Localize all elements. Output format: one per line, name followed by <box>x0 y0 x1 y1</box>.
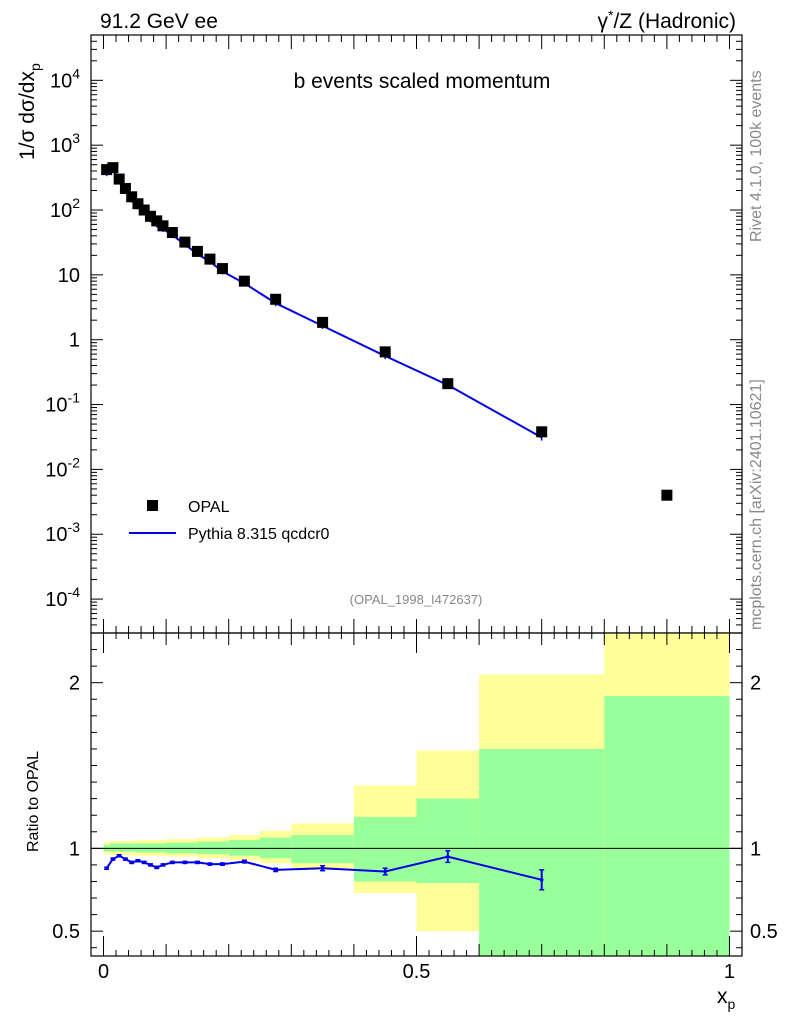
ratio-y-tick-label-right: 0.5 <box>750 921 778 943</box>
data-point <box>132 198 144 210</box>
ratio-y-tick-label-left: 1 <box>69 838 80 860</box>
main-y-tick-label: 102 <box>50 195 80 222</box>
data-point <box>238 275 250 287</box>
x-tick-label: 0.5 <box>403 961 431 983</box>
main-y-tick-label: 103 <box>50 130 80 157</box>
data-point <box>166 227 178 239</box>
ratio-ylabel: Ratio to OPAL <box>25 751 42 852</box>
data-point <box>216 263 228 275</box>
ratio-point <box>220 862 225 866</box>
main-y-tick-label: 10-3 <box>45 519 80 546</box>
ratio-point <box>136 858 140 863</box>
ratio-point <box>104 866 109 871</box>
ratio-point <box>383 869 388 874</box>
legend-label-opal: OPAL <box>188 499 230 516</box>
inner-band <box>604 695 730 956</box>
x-axis-label: xp <box>717 985 736 1012</box>
ratio-point <box>183 860 187 865</box>
data-point <box>317 316 329 328</box>
data-point <box>107 162 119 174</box>
x-tick-label: 0 <box>98 961 109 983</box>
data-point <box>119 182 131 194</box>
main-y-tick-label: 10-2 <box>45 454 80 481</box>
ratio-point <box>445 854 450 859</box>
ratio-point <box>129 860 134 865</box>
ratio-point <box>123 857 128 861</box>
data-point <box>157 220 169 232</box>
analysis-id: (OPAL_1998_I472637) <box>350 592 483 607</box>
ratio-y-tick-label-left: 2 <box>69 673 80 695</box>
data-point <box>204 253 216 265</box>
ratio-point <box>195 860 200 865</box>
data-point <box>144 210 156 222</box>
legend-label-pythia: Pythia 8.315 qcdcr0 <box>188 526 330 543</box>
main-ylabel: 1/σ dσ/dxp <box>16 63 43 160</box>
ratio-point <box>539 878 544 882</box>
inner-band <box>291 835 354 864</box>
main-panel: b events scaled momentum 1/σ dσ/dxp 10-4… <box>16 34 743 634</box>
main-y-tick-label: 10-1 <box>45 390 80 417</box>
ratio-point <box>161 863 165 867</box>
data-point <box>126 191 138 203</box>
data-point <box>536 426 548 438</box>
ratio-frame <box>90 632 743 957</box>
data-point <box>138 204 150 216</box>
ratio-point <box>111 857 115 861</box>
data-point <box>379 346 391 358</box>
ratio-point <box>148 863 153 867</box>
data-point <box>270 293 282 305</box>
main-frame <box>90 34 743 634</box>
x-tick-label: 1 <box>724 961 735 983</box>
mc-line <box>106 168 543 439</box>
ratio-point <box>320 866 325 871</box>
mcplots-label: mcplots.cern.ch [arXiv:2401.10621] <box>748 379 765 630</box>
header-right: γ*/Z (Hadronic) <box>598 7 736 33</box>
ratio-y-tick-label-right: 2 <box>750 673 761 695</box>
ratio-panel: 0.5 0.5 1 1 2 2 0 0.5 1 Ratio to OPAL xp <box>25 632 778 1012</box>
data-point <box>101 164 113 176</box>
ratio-point <box>142 860 147 865</box>
ratio-y-tick-label-right: 1 <box>750 838 761 860</box>
main-y-tick-label: 104 <box>50 65 80 92</box>
legend-marker-opal <box>147 500 158 511</box>
ratio-point <box>170 860 175 865</box>
chart-title: b events scaled momentum <box>294 70 551 93</box>
data-point <box>179 236 191 248</box>
ratio-point <box>117 853 121 858</box>
ratio-point <box>154 865 159 870</box>
data-point <box>191 245 203 257</box>
rivet-label: Rivet 4.1.0, 100k events <box>748 70 765 242</box>
ratio-point <box>273 868 278 872</box>
ratio-y-tick-label-left: 0.5 <box>52 921 80 943</box>
data-point <box>661 489 673 501</box>
legend: OPAL Pythia 8.315 qcdcr0 <box>129 499 330 543</box>
inner-band <box>416 798 480 884</box>
main-y-tick-label: 1 <box>69 330 80 352</box>
inner-band <box>479 748 605 956</box>
data-point <box>113 173 125 185</box>
ratio-point <box>208 862 212 866</box>
main-y-tick-label: 10 <box>58 265 80 287</box>
main-y-tick-label: 10-4 <box>45 584 80 611</box>
ratio-point <box>242 859 247 864</box>
data-point <box>151 215 163 227</box>
data-point <box>442 378 454 390</box>
header-left: 91.2 GeV ee <box>100 10 218 33</box>
inner-band <box>109 843 135 852</box>
